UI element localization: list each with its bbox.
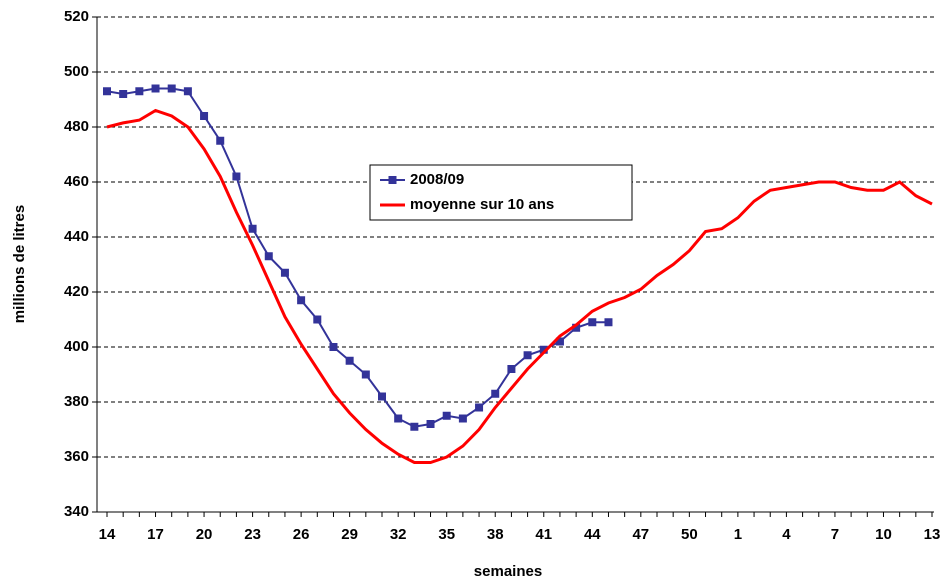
legend-box bbox=[369, 164, 633, 221]
x-axis-label: semaines bbox=[474, 563, 542, 580]
point-marker bbox=[410, 422, 419, 431]
x-tick-label: 23 bbox=[244, 526, 261, 543]
point-marker bbox=[216, 136, 225, 145]
x-tick-label: 41 bbox=[535, 526, 552, 543]
x-tick-label: 17 bbox=[147, 526, 164, 543]
point-marker bbox=[491, 389, 500, 398]
point-marker bbox=[151, 84, 160, 93]
y-tick-label: 360 bbox=[64, 448, 89, 465]
point-marker bbox=[458, 414, 467, 423]
point-marker bbox=[135, 87, 144, 96]
point-marker bbox=[588, 318, 597, 327]
x-tick-label: 13 bbox=[924, 526, 941, 543]
x-tick-label: 26 bbox=[293, 526, 310, 543]
x-tick-label: 7 bbox=[831, 526, 839, 543]
y-tick-label: 340 bbox=[64, 503, 89, 520]
x-tick-label: 29 bbox=[341, 526, 358, 543]
y-tick-label: 460 bbox=[64, 173, 89, 190]
y-tick-label: 420 bbox=[64, 283, 89, 300]
point-marker bbox=[604, 318, 613, 327]
point-marker bbox=[200, 112, 209, 120]
legend-label: 2008/09 bbox=[410, 171, 464, 188]
point-marker bbox=[394, 414, 403, 423]
x-tick-label: 38 bbox=[487, 526, 504, 543]
point-marker bbox=[232, 172, 241, 181]
point-marker bbox=[264, 252, 273, 261]
x-tick-label: 4 bbox=[782, 526, 791, 543]
point-marker bbox=[280, 268, 289, 277]
legend-label: moyenne sur 10 ans bbox=[410, 196, 554, 213]
point-marker bbox=[183, 87, 192, 96]
x-tick-label: 10 bbox=[875, 526, 892, 543]
point-marker bbox=[329, 343, 338, 351]
point-marker bbox=[426, 420, 435, 428]
point-marker bbox=[523, 351, 532, 360]
y-tick-label: 520 bbox=[64, 8, 89, 25]
point-marker bbox=[103, 87, 111, 96]
x-tick-label: 44 bbox=[584, 526, 601, 543]
y-axis-label: millions de litres bbox=[11, 205, 28, 323]
point-marker bbox=[167, 84, 176, 93]
x-tick-label: 32 bbox=[390, 526, 407, 543]
point-marker bbox=[572, 323, 581, 332]
y-tick-label: 480 bbox=[64, 118, 89, 135]
x-tick-label: 20 bbox=[196, 526, 213, 543]
y-tick-label: 400 bbox=[64, 338, 89, 355]
y-tick-label: 440 bbox=[64, 228, 89, 245]
legend-marker bbox=[388, 176, 397, 184]
series-line bbox=[106, 87, 609, 428]
point-marker bbox=[378, 392, 386, 401]
x-tick-label: 14 bbox=[99, 526, 116, 543]
point-marker bbox=[442, 411, 451, 420]
point-marker bbox=[507, 365, 516, 373]
y-tick-label: 380 bbox=[64, 393, 89, 410]
point-marker bbox=[475, 403, 484, 412]
x-tick-label: 50 bbox=[681, 526, 698, 543]
point-marker bbox=[555, 337, 564, 346]
point-marker bbox=[345, 356, 354, 365]
point-marker bbox=[297, 296, 306, 305]
y-tick-label: 500 bbox=[64, 63, 89, 80]
point-marker bbox=[119, 90, 128, 98]
x-tick-label: 35 bbox=[438, 526, 455, 543]
point-marker bbox=[248, 224, 257, 233]
point-marker bbox=[313, 315, 322, 324]
point-marker bbox=[539, 345, 548, 354]
series-line bbox=[106, 108, 933, 464]
x-tick-label: 1 bbox=[734, 526, 742, 543]
point-marker bbox=[361, 370, 370, 379]
x-tick-label: 47 bbox=[632, 526, 649, 543]
